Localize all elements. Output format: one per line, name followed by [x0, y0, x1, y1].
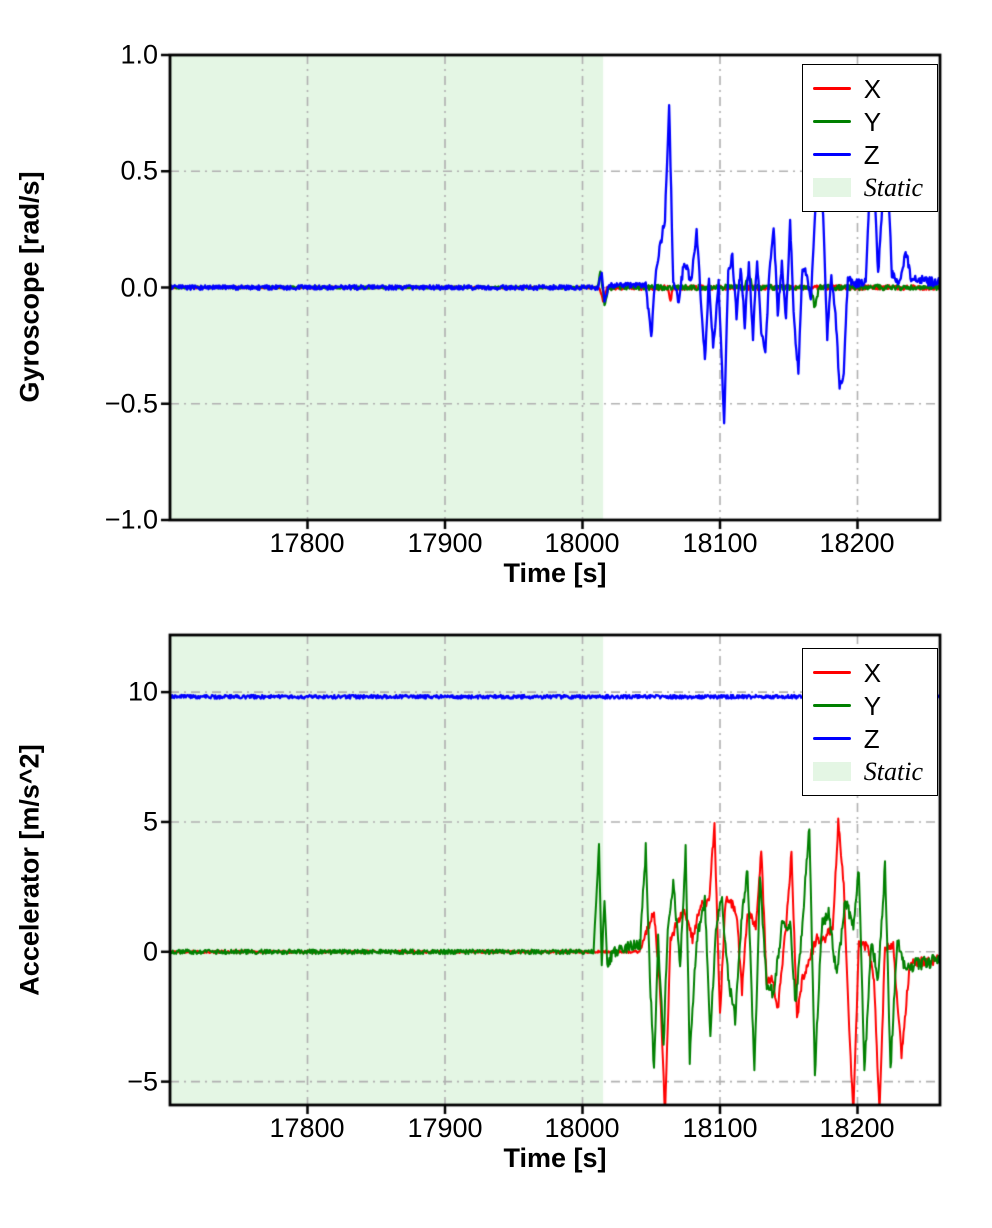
- legend-row-y: Y: [812, 105, 923, 138]
- legend-row-x: X: [812, 72, 923, 105]
- gyro-xtick-label: 18000: [544, 528, 620, 558]
- gyro-y-axis-label: Gyroscope [rad/s]: [14, 171, 45, 403]
- legend-patch-static-icon: [812, 178, 851, 197]
- accel-y-axis-label: Accelerator [m/s^2]: [14, 744, 45, 996]
- gyroscope-figure: Gyroscope [rad/s] 1.0 0.5 0.0 −0.5 −1.0 …: [0, 0, 992, 590]
- legend-label-z: Z: [863, 139, 880, 170]
- accel-x-axis-label: Time [s]: [503, 1143, 607, 1173]
- legend-row-z: Z: [812, 138, 923, 171]
- legend-row-z: Z: [812, 722, 923, 755]
- accel-xtick-label: 17800: [269, 1113, 345, 1143]
- legend-label-z: Z: [863, 723, 880, 754]
- legend-line-z-icon: [812, 736, 851, 741]
- gyro-ytick-label: 0.5: [120, 155, 158, 186]
- gyro-xtick-label: 17800: [269, 528, 345, 558]
- accel-ytick-label: 10: [127, 676, 158, 707]
- gyro-ytick-label: 1.0: [120, 39, 158, 70]
- legend-line-x-icon: [812, 670, 851, 675]
- accel-ytick-label: 5: [142, 806, 158, 837]
- legend-patch-static-icon: [812, 762, 851, 781]
- accel-xtick-label: 18000: [544, 1113, 620, 1143]
- accelerator-figure: Accelerator [m/s^2] 10 5 0 −5 17800 1790…: [0, 590, 992, 1228]
- legend-label-x: X: [863, 73, 882, 104]
- legend-row-x: X: [812, 656, 923, 689]
- accel-xtick-label: 17900: [407, 1113, 483, 1143]
- gyro-ytick-label: −1.0: [104, 504, 158, 535]
- legend-line-z-icon: [812, 152, 851, 157]
- gyro-xtick-label: 17900: [407, 528, 483, 558]
- accel-ytick-label: 0: [142, 936, 158, 967]
- accel-xtick-label: 18200: [819, 1113, 895, 1143]
- legend-row-static: Static: [812, 171, 923, 204]
- gyro-xtick-label: 18200: [819, 528, 895, 558]
- legend-label-static: Static: [863, 172, 923, 202]
- gyro-legend: X Y Z Static: [801, 64, 938, 212]
- gyro-x-axis-label: Time [s]: [503, 558, 607, 588]
- legend-row-y: Y: [812, 689, 923, 722]
- legend-line-x-icon: [812, 86, 851, 91]
- accel-legend: X Y Z Static: [801, 648, 938, 796]
- legend-label-static: Static: [863, 756, 923, 786]
- legend-label-x: X: [863, 657, 882, 688]
- gyro-ytick-label: −0.5: [104, 388, 158, 419]
- gyro-ytick-label: 0.0: [120, 272, 158, 303]
- accel-ytick-label: −5: [127, 1066, 158, 1097]
- legend-line-y-icon: [812, 119, 851, 124]
- legend-row-static: Static: [812, 755, 923, 788]
- legend-line-y-icon: [812, 703, 851, 708]
- legend-label-y: Y: [863, 690, 882, 721]
- legend-label-y: Y: [863, 106, 882, 137]
- accel-xtick-label: 18100: [682, 1113, 758, 1143]
- gyro-xtick-label: 18100: [682, 528, 758, 558]
